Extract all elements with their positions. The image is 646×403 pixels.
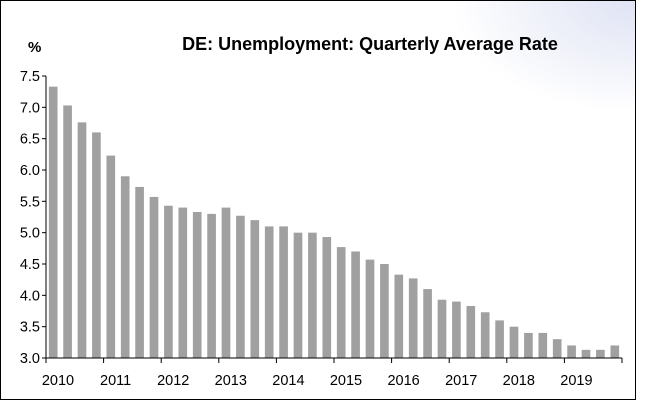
bar: [466, 305, 476, 358]
bar: [495, 320, 504, 358]
bar: [336, 247, 346, 358]
x-tick-label: 2014: [272, 373, 304, 389]
bar: [322, 237, 332, 358]
bar: [394, 274, 404, 358]
bar: [423, 289, 432, 358]
bar: [164, 205, 173, 358]
bar: [351, 251, 360, 358]
bar: [408, 278, 418, 358]
x-tick-label: 2011: [100, 373, 131, 389]
bar: [92, 132, 101, 358]
bar: [596, 349, 605, 358]
y-tick-label: 4.0: [20, 288, 40, 304]
x-tick-label: 2012: [157, 373, 189, 389]
y-tick-label: 6.0: [20, 163, 40, 179]
bar: [610, 345, 620, 358]
y-tick-label: 3.0: [20, 351, 40, 367]
bar: [236, 215, 245, 358]
bar: [524, 332, 533, 358]
bar: [567, 345, 576, 358]
y-tick-label: 6.5: [20, 132, 40, 148]
x-tick-label: 2016: [387, 373, 419, 389]
x-tick-label: 2019: [560, 373, 592, 389]
bar: [149, 196, 159, 358]
bar: [437, 299, 447, 358]
bar-series: [48, 86, 620, 359]
y-tick-label: 5.0: [20, 226, 40, 242]
x-tick-label: 2018: [503, 373, 535, 389]
bar: [581, 349, 591, 358]
bar: [77, 122, 87, 359]
chart-title: DE: Unemployment: Quarterly Average Rate: [182, 34, 558, 54]
bar: [293, 232, 303, 358]
x-axis: 2010 2011 2012 2013 2014 2015 2016 2017 2018 2019: [42, 357, 623, 389]
bar: [221, 207, 231, 358]
y-tick-label: 3.5: [20, 320, 40, 336]
bar: [308, 232, 317, 358]
y-tick-label: 7.0: [20, 100, 40, 116]
bar: [178, 207, 188, 358]
x-tick-label: 2015: [330, 373, 362, 389]
bar: [48, 86, 58, 359]
bar: [120, 176, 130, 358]
y-tick-label: 7.5: [20, 69, 40, 85]
bar: [279, 226, 288, 358]
bar: [452, 301, 461, 358]
bar: [207, 213, 216, 358]
bar: [135, 186, 144, 358]
x-tick-label: 2017: [445, 373, 477, 389]
bar: [552, 339, 562, 358]
bar: [192, 211, 202, 358]
x-tick-label: 2013: [215, 373, 247, 389]
y-axis: 7.5 7.0 6.5 6.0 5.5 5.0 4.5 4.0 3.5 3.0: [20, 69, 47, 367]
y-axis-unit-label: %: [28, 39, 41, 56]
bar: [365, 259, 375, 358]
y-tick-label: 5.5: [20, 194, 40, 210]
bar: [480, 312, 490, 358]
bar: [380, 264, 389, 358]
bar: [264, 226, 274, 358]
bar: [509, 326, 519, 358]
y-tick-label: 4.5: [20, 257, 40, 273]
bar: [538, 332, 548, 358]
bar: [250, 220, 260, 358]
bar: [106, 155, 116, 358]
x-tick-label: 2010: [42, 373, 74, 389]
bar: [63, 105, 72, 358]
